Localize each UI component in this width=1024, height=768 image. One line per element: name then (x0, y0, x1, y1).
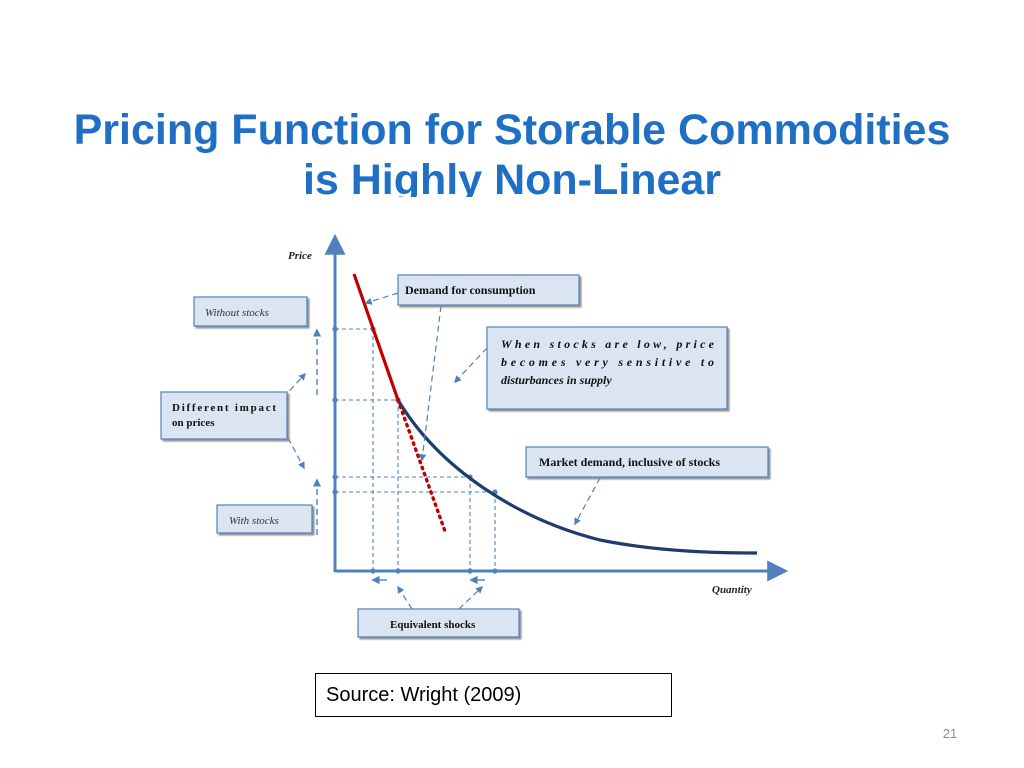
shock-arrows (312, 328, 485, 585)
y-axis-label: Price (288, 250, 312, 262)
callout-stocks-low: When stocks are low, price becomes very … (486, 326, 728, 410)
demand-for-consumption-extension (396, 398, 448, 536)
callout-different-impact-line-2: on prices (172, 417, 215, 429)
callout-different-impact: Different impact on prices (160, 391, 288, 440)
source-citation: Source: Wright (2009) (315, 673, 672, 717)
callout-equivalent-shocks-text: Equivalent shocks (390, 619, 476, 631)
callout-equivalent-shocks: Equivalent shocks (357, 608, 520, 638)
x-axis-label: Quantity (712, 584, 752, 596)
callout-without-stocks: Without stocks (193, 296, 308, 327)
page-number: 21 (942, 726, 958, 741)
callout-different-impact-line-1: Different impact (172, 402, 276, 414)
title-line-1: Pricing Function for Storable Commoditie… (73, 106, 951, 154)
slide-title: Pricing Function for Storable Commoditie… (0, 105, 1024, 197)
callout-market-demand-text: Market demand, inclusive of stocks (539, 455, 720, 469)
callout-market-demand: Market demand, inclusive of stocks (525, 446, 769, 478)
title-line-2: is Highly Non-Linear (302, 156, 722, 197)
callout-without-stocks-text: Without stocks (205, 307, 269, 319)
callout-with-stocks-text: With stocks (229, 515, 279, 527)
market-demand-curve (396, 399, 758, 555)
demand-for-consumption-curve (352, 273, 400, 401)
callout-with-stocks: With stocks (216, 504, 313, 534)
reference-dashed-lines (335, 328, 496, 571)
callout-stocks-low-line-3: disturbances in supply (501, 373, 612, 387)
callout-demand-for-consumption-text: Demand for consumption (405, 283, 536, 297)
callout-demand-for-consumption: Demand for consumption (397, 274, 580, 306)
